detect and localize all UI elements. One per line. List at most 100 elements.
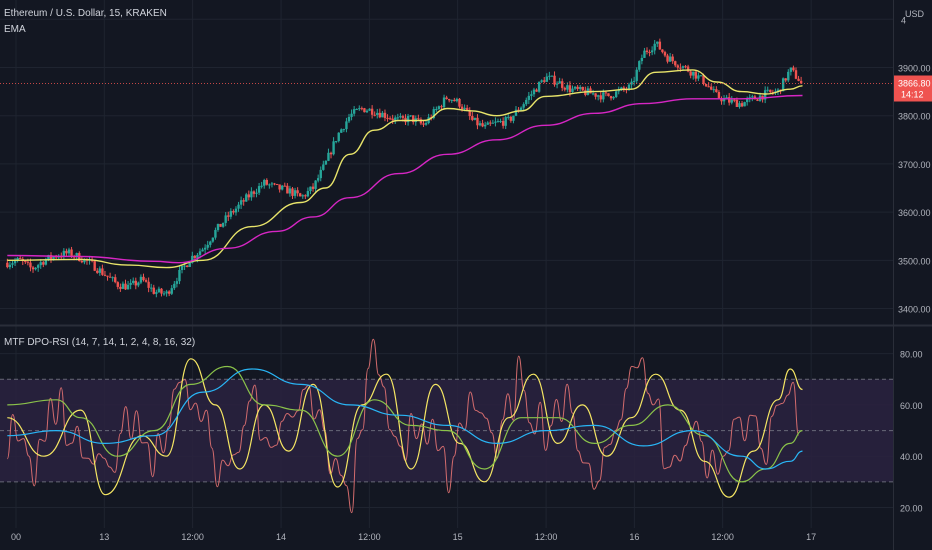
x-tick-label: 12:00 <box>181 532 204 542</box>
candle-body <box>653 43 656 51</box>
candle-body <box>548 75 551 77</box>
candle-body <box>314 180 317 189</box>
candle-body <box>581 86 584 91</box>
candle-body <box>180 266 184 271</box>
candle-body <box>293 190 297 196</box>
candle-body <box>391 118 394 121</box>
candle-body <box>52 256 55 259</box>
candle-body <box>126 284 130 290</box>
candle-body <box>555 83 559 85</box>
candle-body <box>635 69 638 81</box>
candle-body <box>627 84 631 90</box>
candle-body <box>784 78 787 81</box>
candle-body <box>67 249 71 254</box>
candle-body <box>684 66 687 68</box>
candle-body <box>47 255 50 260</box>
candle-body <box>219 223 222 227</box>
candle-body <box>494 121 497 123</box>
x-tick-label: 12:00 <box>535 532 558 542</box>
candle-body <box>733 99 736 101</box>
candle-body <box>663 52 667 56</box>
x-tick-label: 16 <box>629 532 639 542</box>
candle-body <box>245 194 248 202</box>
candle-body <box>512 115 515 121</box>
candle-body <box>103 274 107 276</box>
candle-body <box>345 121 348 130</box>
candle-body <box>229 211 233 217</box>
candle-body <box>738 103 741 107</box>
rsi-legend[interactable]: MTF DPO-RSI (14, 7, 14, 1, 2, 4, 8, 16, … <box>4 337 196 348</box>
candle-body <box>175 281 179 284</box>
candle-body <box>237 204 240 209</box>
candle-body <box>388 118 392 120</box>
candle-body <box>114 277 117 283</box>
candle-body <box>24 260 27 262</box>
candle-body <box>352 109 356 114</box>
candle-body <box>704 83 708 87</box>
rsi-y-tick-label: 60.00 <box>900 401 923 411</box>
candle-body <box>432 109 435 119</box>
candle-body <box>465 107 469 111</box>
candle-body <box>170 288 173 294</box>
candle-body <box>42 262 45 265</box>
last-price-value: 3866.80 <box>898 78 931 88</box>
rsi-y-tick-label: 80.00 <box>900 350 923 360</box>
candle-body <box>16 257 19 261</box>
candle-body <box>681 66 685 68</box>
candle-body <box>132 280 135 283</box>
candle-body <box>799 80 803 84</box>
candle-body <box>751 96 754 98</box>
candle-body <box>489 122 492 124</box>
candle-body <box>355 109 358 111</box>
candle-body <box>157 288 161 293</box>
candle-body <box>260 185 263 187</box>
candle-body <box>794 70 798 79</box>
candle-body <box>286 185 289 194</box>
candle-body <box>735 99 739 107</box>
candle-body <box>342 129 346 131</box>
candle-body <box>692 71 695 76</box>
candle-body <box>209 241 212 245</box>
candle-body <box>769 89 772 93</box>
candle-body <box>525 99 528 105</box>
candle-body <box>304 195 307 197</box>
candle-body <box>604 92 608 94</box>
candle-body <box>501 121 505 126</box>
candle-body <box>93 261 96 271</box>
symbol-title[interactable]: Ethereum / U.S. Dollar, 15, KRAKEN <box>4 8 167 19</box>
candle-body <box>609 96 613 99</box>
candle-body <box>31 267 35 270</box>
x-tick-label: 17 <box>806 532 816 542</box>
candle-body <box>62 250 66 257</box>
candle-body <box>39 262 42 266</box>
candle-body <box>211 237 215 242</box>
candle-body <box>437 106 441 109</box>
candle-body <box>763 90 767 100</box>
candle-body <box>740 103 744 107</box>
candle-body <box>350 113 353 117</box>
candle-body <box>301 195 304 197</box>
candle-body <box>368 108 371 111</box>
y-tick-label: 3500.00 <box>898 256 931 266</box>
candle-body <box>712 89 715 91</box>
candle-body <box>309 186 312 192</box>
candle-body <box>383 112 387 118</box>
candle-body <box>80 261 84 263</box>
candle-body <box>725 97 728 99</box>
rsi-slow-line <box>7 365 803 483</box>
candle-body <box>656 41 659 44</box>
candle-body <box>707 86 710 88</box>
y-tick-label: 4 <box>901 15 906 25</box>
candle-body <box>645 50 649 52</box>
rsi-mid-line <box>7 358 803 498</box>
ema-legend[interactable]: EMA <box>4 24 26 35</box>
candle-body <box>162 293 166 295</box>
candle-body <box>455 98 459 102</box>
candle-body <box>594 93 597 97</box>
candle-body <box>216 223 220 230</box>
candle-body <box>283 185 286 187</box>
candle-body <box>376 112 379 115</box>
candle-body <box>399 116 402 118</box>
candle-body <box>478 123 482 126</box>
